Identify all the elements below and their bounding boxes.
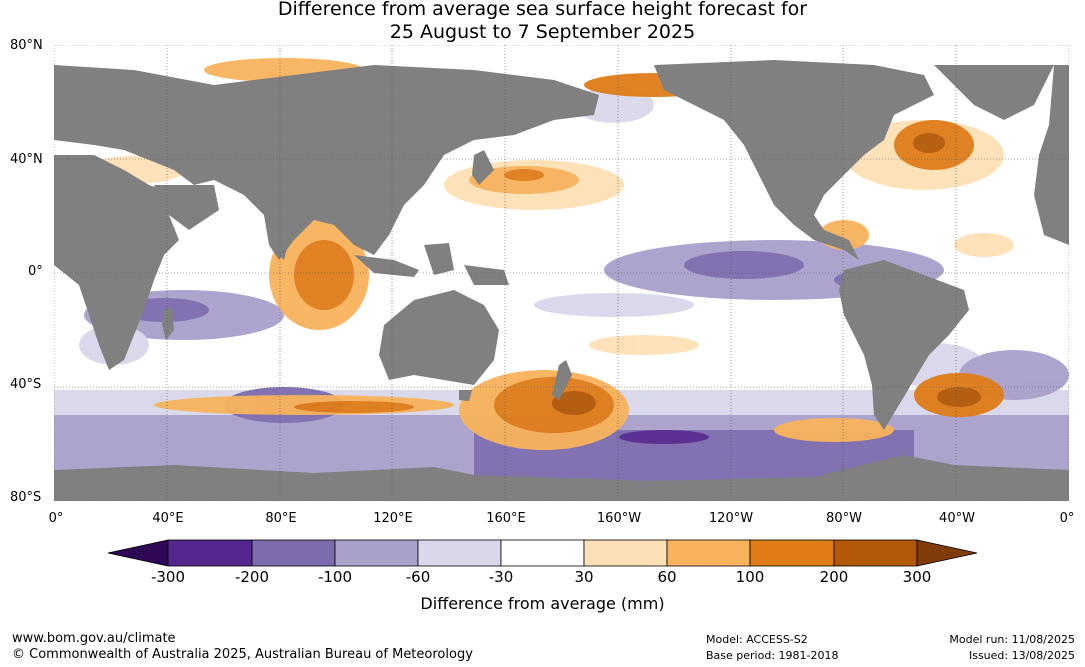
lat-label-0: 0° — [28, 264, 43, 279]
website-link[interactable]: www.bom.gov.au/climate — [12, 631, 176, 646]
lat-label-80n: 80°N — [10, 38, 43, 53]
colorbar-tick-label: -300 — [150, 568, 186, 586]
colorbar-segment-8 — [749, 539, 835, 567]
colorbar-segment-7 — [666, 539, 751, 567]
lon-label-80e: 80°E — [265, 511, 297, 526]
lon-label-40w: 40°W — [939, 511, 975, 526]
lat-label-40s: 40°S — [10, 377, 42, 392]
base-period: Base period: 1981-2018 — [706, 649, 839, 662]
colorbar-right-arrow — [916, 539, 978, 567]
colorbar-tick-label: -100 — [317, 568, 353, 586]
colorbar — [107, 539, 978, 567]
lon-label-120e: 120°E — [373, 511, 413, 526]
lon-label-0-west: 0° — [48, 511, 64, 526]
issued-date: Issued: 13/08/2025 — [968, 649, 1075, 662]
colorbar-tick-label: 300 — [902, 568, 932, 586]
model-run-date: Model run: 11/08/2025 — [949, 633, 1075, 646]
colorbar-tick-label: -30 — [488, 568, 514, 586]
colorbar-segment-4 — [417, 539, 502, 567]
colorbar-segment-1 — [167, 539, 253, 567]
colorbar-tick-label: -200 — [234, 568, 270, 586]
sea-surface-height-map — [54, 45, 1069, 501]
lon-label-0-east: 0° — [1059, 511, 1075, 526]
map-title-line1: Difference from average sea surface heig… — [277, 0, 808, 20]
colorbar-tick-label: 60 — [657, 568, 677, 586]
colorbar-segment-9 — [833, 539, 918, 567]
colorbar-tick-label: -60 — [405, 568, 431, 586]
lat-label-40n: 40°N — [10, 152, 43, 167]
model-name: Model: ACCESS-S2 — [706, 633, 808, 646]
colorbar-tick-label: 200 — [819, 568, 849, 586]
colorbar-segment-5 — [500, 539, 585, 567]
lon-label-40e: 40°E — [152, 511, 184, 526]
lon-label-120w: 120°W — [708, 511, 754, 526]
land-masses — [54, 60, 1069, 501]
colorbar-left-arrow — [107, 539, 169, 567]
colorbar-segment-2 — [251, 539, 336, 567]
lat-label-80s: 80°S — [10, 490, 42, 505]
colorbar-segment-6 — [583, 539, 668, 567]
lon-label-160w: 160°W — [596, 511, 642, 526]
map-title-line2: 25 August to 7 September 2025 — [389, 21, 696, 43]
lon-label-80w: 80°W — [826, 511, 862, 526]
colorbar-segment-3 — [334, 539, 419, 567]
graticule — [54, 45, 1069, 501]
colorbar-tick-label: 100 — [735, 568, 765, 586]
colorbar-title: Difference from average (mm) — [420, 594, 665, 613]
colorbar-tick-label: 30 — [574, 568, 594, 586]
lon-label-160e: 160°E — [486, 511, 526, 526]
copyright-text: © Commonwealth of Australia 2025, Austra… — [12, 647, 473, 662]
